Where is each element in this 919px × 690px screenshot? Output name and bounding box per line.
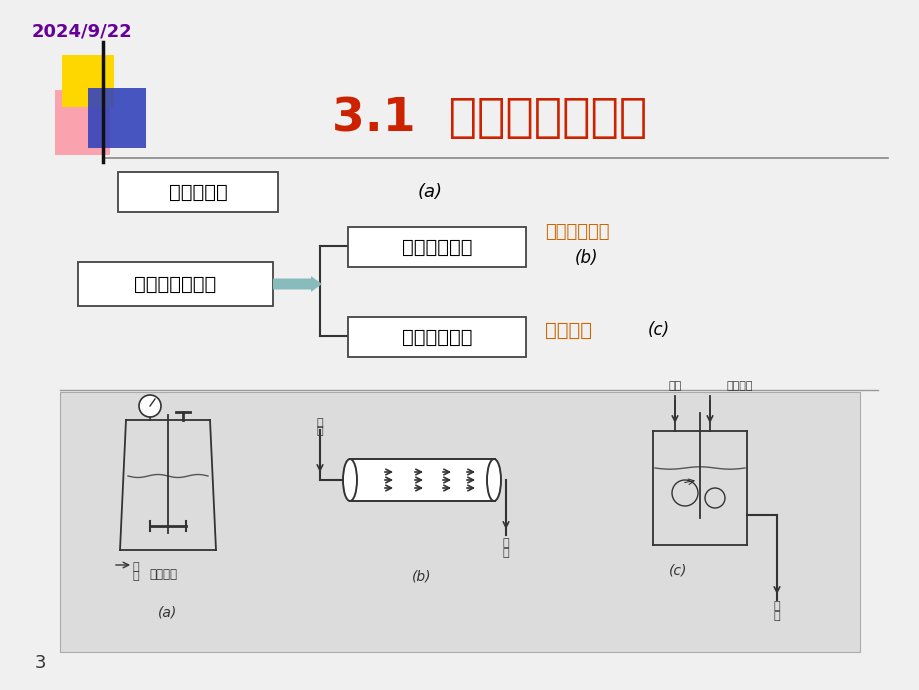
Ellipse shape	[486, 459, 501, 501]
Text: 产: 产	[502, 538, 509, 548]
Text: 均匀混合: 均匀混合	[726, 381, 753, 391]
FancyArrow shape	[273, 276, 322, 292]
Text: 物: 物	[502, 548, 509, 558]
Text: 2024/9/22: 2024/9/22	[32, 22, 132, 40]
Text: (a): (a)	[417, 183, 442, 201]
Ellipse shape	[343, 459, 357, 501]
Text: 返混极大: 返混极大	[544, 320, 591, 339]
Bar	[62, 55, 114, 107]
Text: 料: 料	[133, 571, 140, 581]
Text: 全混流反应器: 全混流反应器	[402, 328, 471, 346]
Text: 加: 加	[133, 562, 140, 572]
Text: 平推流反应器: 平推流反应器	[402, 237, 471, 257]
Text: (b): (b)	[574, 249, 598, 267]
Text: 物: 物	[773, 611, 779, 621]
Text: 加料: 加料	[667, 381, 681, 391]
Text: (c): (c)	[647, 321, 669, 339]
Text: 料: 料	[316, 426, 323, 436]
Text: 连续流动反应器: 连续流动反应器	[134, 275, 216, 293]
Text: 完全没有返混: 完全没有返混	[544, 223, 608, 241]
Text: 3: 3	[35, 654, 47, 672]
Text: (c): (c)	[668, 563, 686, 577]
Text: 均匀混合: 均匀混合	[149, 568, 176, 581]
Text: (b): (b)	[412, 570, 431, 584]
Bar	[60, 392, 859, 652]
Bar	[55, 90, 110, 155]
Text: 产: 产	[773, 601, 779, 611]
Bar	[347, 317, 526, 357]
Circle shape	[139, 395, 161, 417]
Bar	[349, 459, 494, 501]
Text: (a): (a)	[158, 605, 177, 619]
Bar	[78, 262, 273, 306]
Bar	[118, 172, 278, 212]
Text: 加: 加	[316, 418, 323, 428]
Text: 间歇反应器: 间歇反应器	[168, 182, 227, 201]
Bar	[347, 227, 526, 267]
Text: 3.1  理想反应器类型: 3.1 理想反应器类型	[332, 95, 647, 141]
Bar	[88, 88, 146, 148]
